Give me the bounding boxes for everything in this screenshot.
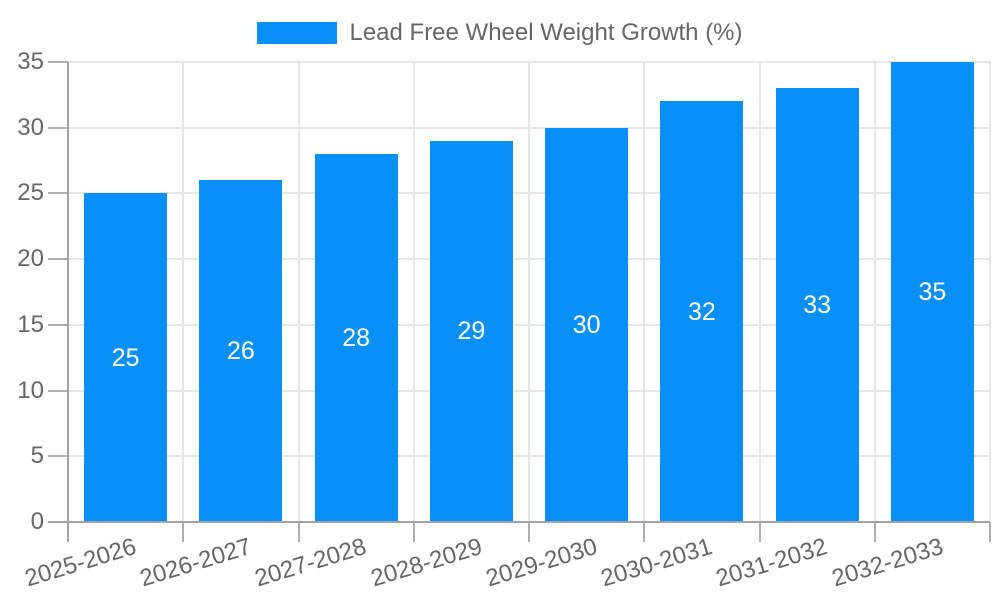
y-axis-line bbox=[67, 62, 69, 542]
x-tick-mark bbox=[758, 522, 761, 542]
y-tick-mark bbox=[48, 258, 68, 261]
bar bbox=[84, 193, 168, 522]
bar bbox=[199, 180, 283, 522]
x-gridline bbox=[989, 62, 991, 522]
x-tick-mark bbox=[873, 522, 876, 542]
x-tick-label: 2030-2031 bbox=[597, 533, 716, 593]
y-tick-label: 5 bbox=[30, 442, 44, 470]
x-tick-label: 2025-2026 bbox=[21, 533, 140, 593]
x-gridline bbox=[528, 62, 530, 522]
y-tick-label: 25 bbox=[17, 179, 44, 207]
x-tick-mark bbox=[989, 522, 991, 542]
y-tick-mark bbox=[48, 61, 68, 63]
legend-label: Lead Free Wheel Weight Growth (%) bbox=[349, 19, 743, 46]
x-axis-line bbox=[48, 521, 990, 523]
chart-legend[interactable]: Lead Free Wheel Weight Growth (%) bbox=[0, 20, 1000, 46]
y-tick-label: 0 bbox=[30, 508, 44, 535]
y-tick-mark bbox=[48, 323, 68, 326]
x-gridline bbox=[873, 62, 876, 522]
x-gridline bbox=[182, 62, 185, 522]
bar-value-label: 30 bbox=[572, 310, 601, 339]
bar bbox=[890, 62, 974, 522]
x-tick-label: 2026-2027 bbox=[136, 533, 255, 593]
bar bbox=[545, 127, 629, 522]
x-tick-mark bbox=[412, 522, 415, 542]
y-tick-mark bbox=[48, 455, 68, 458]
x-gridline bbox=[297, 62, 300, 522]
x-tick-label: 2029-2030 bbox=[482, 533, 601, 593]
y-tick-label: 35 bbox=[17, 48, 44, 75]
x-gridline bbox=[643, 62, 646, 522]
x-tick-mark bbox=[643, 522, 646, 542]
x-gridline bbox=[758, 62, 761, 522]
legend-color-swatch bbox=[257, 22, 338, 44]
bar bbox=[775, 88, 859, 522]
bar-value-label: 33 bbox=[803, 291, 832, 320]
x-gridline bbox=[412, 62, 415, 522]
bar-value-label: 26 bbox=[226, 337, 255, 366]
bar-value-label: 29 bbox=[457, 317, 486, 346]
y-tick-label: 20 bbox=[17, 245, 44, 273]
x-tick-label: 2027-2028 bbox=[252, 533, 370, 593]
bar-value-label: 35 bbox=[918, 278, 947, 306]
y-tick-label: 15 bbox=[17, 310, 44, 338]
bar bbox=[660, 101, 744, 522]
y-tick-mark bbox=[48, 126, 68, 129]
bar-value-label: 32 bbox=[687, 297, 716, 326]
x-tick-label: 2032-2033 bbox=[828, 533, 946, 593]
x-tick-label: 2031-2032 bbox=[713, 533, 831, 593]
x-tick-mark bbox=[297, 522, 300, 542]
y-tick-mark bbox=[48, 192, 68, 195]
y-tick-mark bbox=[48, 389, 68, 392]
bar bbox=[314, 154, 398, 522]
bar-value-label: 25 bbox=[111, 343, 140, 372]
x-tick-mark bbox=[528, 522, 530, 542]
bar bbox=[429, 140, 513, 522]
x-tick-label: 2028-2029 bbox=[367, 533, 485, 593]
y-tick-label: 10 bbox=[17, 376, 44, 404]
x-tick-mark bbox=[182, 522, 185, 542]
y-tick-label: 30 bbox=[17, 113, 44, 141]
bar-value-label: 28 bbox=[342, 324, 371, 352]
